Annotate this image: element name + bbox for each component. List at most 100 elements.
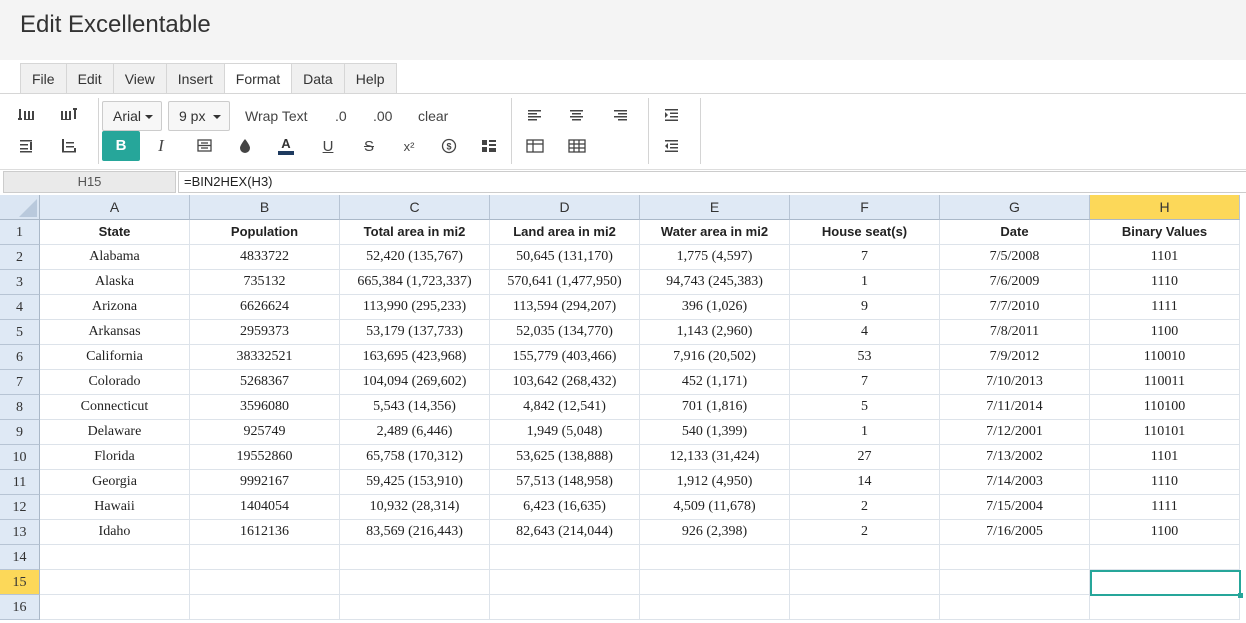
fill-color-icon[interactable] xyxy=(228,131,262,161)
cell-e8[interactable]: 701 (1,816) xyxy=(640,395,790,420)
cell-f4[interactable]: 9 xyxy=(790,295,940,320)
cell-g13[interactable]: 7/16/2005 xyxy=(940,520,1090,545)
cell-b6[interactable]: 38332521 xyxy=(190,345,340,370)
text-color-icon[interactable]: A xyxy=(269,131,303,161)
menu-view[interactable]: View xyxy=(112,63,166,94)
cell-c9[interactable]: 2,489 (6,446) xyxy=(340,420,490,445)
cell-g14[interactable] xyxy=(940,545,1090,570)
cell-g9[interactable]: 7/12/2001 xyxy=(940,420,1090,445)
cell-b15[interactable] xyxy=(190,570,340,595)
row-header-13[interactable]: 13 xyxy=(0,520,40,545)
cell-d7[interactable]: 103,642 (268,432) xyxy=(490,370,640,395)
cell-g3[interactable]: 7/6/2009 xyxy=(940,270,1090,295)
cell-d8[interactable]: 4,842 (12,541) xyxy=(490,395,640,420)
cell-f1[interactable]: House seat(s) xyxy=(790,220,940,245)
increase-decimal-button[interactable]: .00 xyxy=(373,108,393,124)
cell-d13[interactable]: 82,643 (214,044) xyxy=(490,520,640,545)
wrap-text-button[interactable]: Wrap Text xyxy=(245,108,308,124)
cell-a16[interactable] xyxy=(40,595,190,620)
cell-c8[interactable]: 5,543 (14,356) xyxy=(340,395,490,420)
cell-b16[interactable] xyxy=(190,595,340,620)
cell-d5[interactable]: 52,035 (134,770) xyxy=(490,320,640,345)
menu-help[interactable]: Help xyxy=(343,63,397,94)
cell-e3[interactable]: 94,743 (245,383) xyxy=(640,270,790,295)
cell-b9[interactable]: 925749 xyxy=(190,420,340,445)
cell-a8[interactable]: Connecticut xyxy=(40,395,190,420)
menu-data[interactable]: Data xyxy=(291,63,344,94)
currency-icon[interactable]: $ xyxy=(432,131,466,161)
underline-button[interactable]: U xyxy=(322,137,334,155)
cell-a4[interactable]: Arizona xyxy=(40,295,190,320)
cell-f14[interactable] xyxy=(790,545,940,570)
row-header-16[interactable]: 16 xyxy=(0,595,40,620)
cell-a11[interactable]: Georgia xyxy=(40,470,190,495)
menu-file[interactable]: File xyxy=(20,63,66,94)
cell-e10[interactable]: 12,133 (31,424) xyxy=(640,445,790,470)
cell-border-icon[interactable] xyxy=(188,131,222,161)
cell-c11[interactable]: 59,425 (153,910) xyxy=(340,470,490,495)
fill-handle[interactable] xyxy=(1238,593,1243,598)
cell-f10[interactable]: 27 xyxy=(790,445,940,470)
cell-f9[interactable]: 1 xyxy=(790,420,940,445)
cell-b14[interactable] xyxy=(190,545,340,570)
strikethrough-button[interactable]: S xyxy=(363,137,374,155)
cell-c10[interactable]: 65,758 (170,312) xyxy=(340,445,490,470)
cell-g12[interactable]: 7/15/2004 xyxy=(940,495,1090,520)
cell-c4[interactable]: 113,990 (295,233) xyxy=(340,295,490,320)
cell-h1[interactable]: Binary Values xyxy=(1090,220,1240,245)
row-header-6[interactable]: 6 xyxy=(0,345,40,370)
cell-c1[interactable]: Total area in mi2 xyxy=(340,220,490,245)
cell-d16[interactable] xyxy=(490,595,640,620)
cell-d2[interactable]: 50,645 (131,170) xyxy=(490,245,640,270)
cell-c6[interactable]: 163,695 (423,968) xyxy=(340,345,490,370)
cell-h4[interactable]: 1111 xyxy=(1090,295,1240,320)
cell-h12[interactable]: 1111 xyxy=(1090,495,1240,520)
cell-h3[interactable]: 1110 xyxy=(1090,270,1240,295)
decrease-decimal-button[interactable]: .0 xyxy=(335,108,347,124)
row-header-4[interactable]: 4 xyxy=(0,295,40,320)
indent-increase-icon[interactable] xyxy=(655,100,689,130)
insert-row-above-icon[interactable] xyxy=(10,100,44,130)
cell-a5[interactable]: Arkansas xyxy=(40,320,190,345)
column-header-c[interactable]: C xyxy=(340,195,490,220)
conditional-format-icon[interactable] xyxy=(472,131,506,161)
cell-d3[interactable]: 570,641 (1,477,950) xyxy=(490,270,640,295)
cell-e14[interactable] xyxy=(640,545,790,570)
cell-h16[interactable] xyxy=(1090,595,1240,620)
cell-e13[interactable]: 926 (2,398) xyxy=(640,520,790,545)
cell-a13[interactable]: Idaho xyxy=(40,520,190,545)
cell-a6[interactable]: California xyxy=(40,345,190,370)
column-header-b[interactable]: B xyxy=(190,195,340,220)
cell-f5[interactable]: 4 xyxy=(790,320,940,345)
cell-g7[interactable]: 7/10/2013 xyxy=(940,370,1090,395)
cell-f16[interactable] xyxy=(790,595,940,620)
cell-c13[interactable]: 83,569 (216,443) xyxy=(340,520,490,545)
cell-g15[interactable] xyxy=(940,570,1090,595)
cell-d15[interactable] xyxy=(490,570,640,595)
cell-h11[interactable]: 1110 xyxy=(1090,470,1240,495)
row-header-5[interactable]: 5 xyxy=(0,320,40,345)
cell-b12[interactable]: 1404054 xyxy=(190,495,340,520)
menu-edit[interactable]: Edit xyxy=(65,63,113,94)
row-header-2[interactable]: 2 xyxy=(0,245,40,270)
font-family-dropdown[interactable]: Arial xyxy=(102,101,162,131)
cell-h13[interactable]: 1100 xyxy=(1090,520,1240,545)
cell-e12[interactable]: 4,509 (11,678) xyxy=(640,495,790,520)
cell-h7[interactable]: 110011 xyxy=(1090,370,1240,395)
menu-format[interactable]: Format xyxy=(223,63,292,94)
align-left-icon[interactable] xyxy=(518,100,552,130)
row-header-14[interactable]: 14 xyxy=(0,545,40,570)
cell-b4[interactable]: 6626624 xyxy=(190,295,340,320)
table-icon[interactable] xyxy=(560,131,594,161)
cell-f13[interactable]: 2 xyxy=(790,520,940,545)
cell-e4[interactable]: 396 (1,026) xyxy=(640,295,790,320)
cell-a14[interactable] xyxy=(40,545,190,570)
cell-b2[interactable]: 4833722 xyxy=(190,245,340,270)
cell-f2[interactable]: 7 xyxy=(790,245,940,270)
cell-g16[interactable] xyxy=(940,595,1090,620)
cell-c3[interactable]: 665,384 (1,723,337) xyxy=(340,270,490,295)
column-header-f[interactable]: F xyxy=(790,195,940,220)
cell-c14[interactable] xyxy=(340,545,490,570)
row-header-8[interactable]: 8 xyxy=(0,395,40,420)
cell-d10[interactable]: 53,625 (138,888) xyxy=(490,445,640,470)
